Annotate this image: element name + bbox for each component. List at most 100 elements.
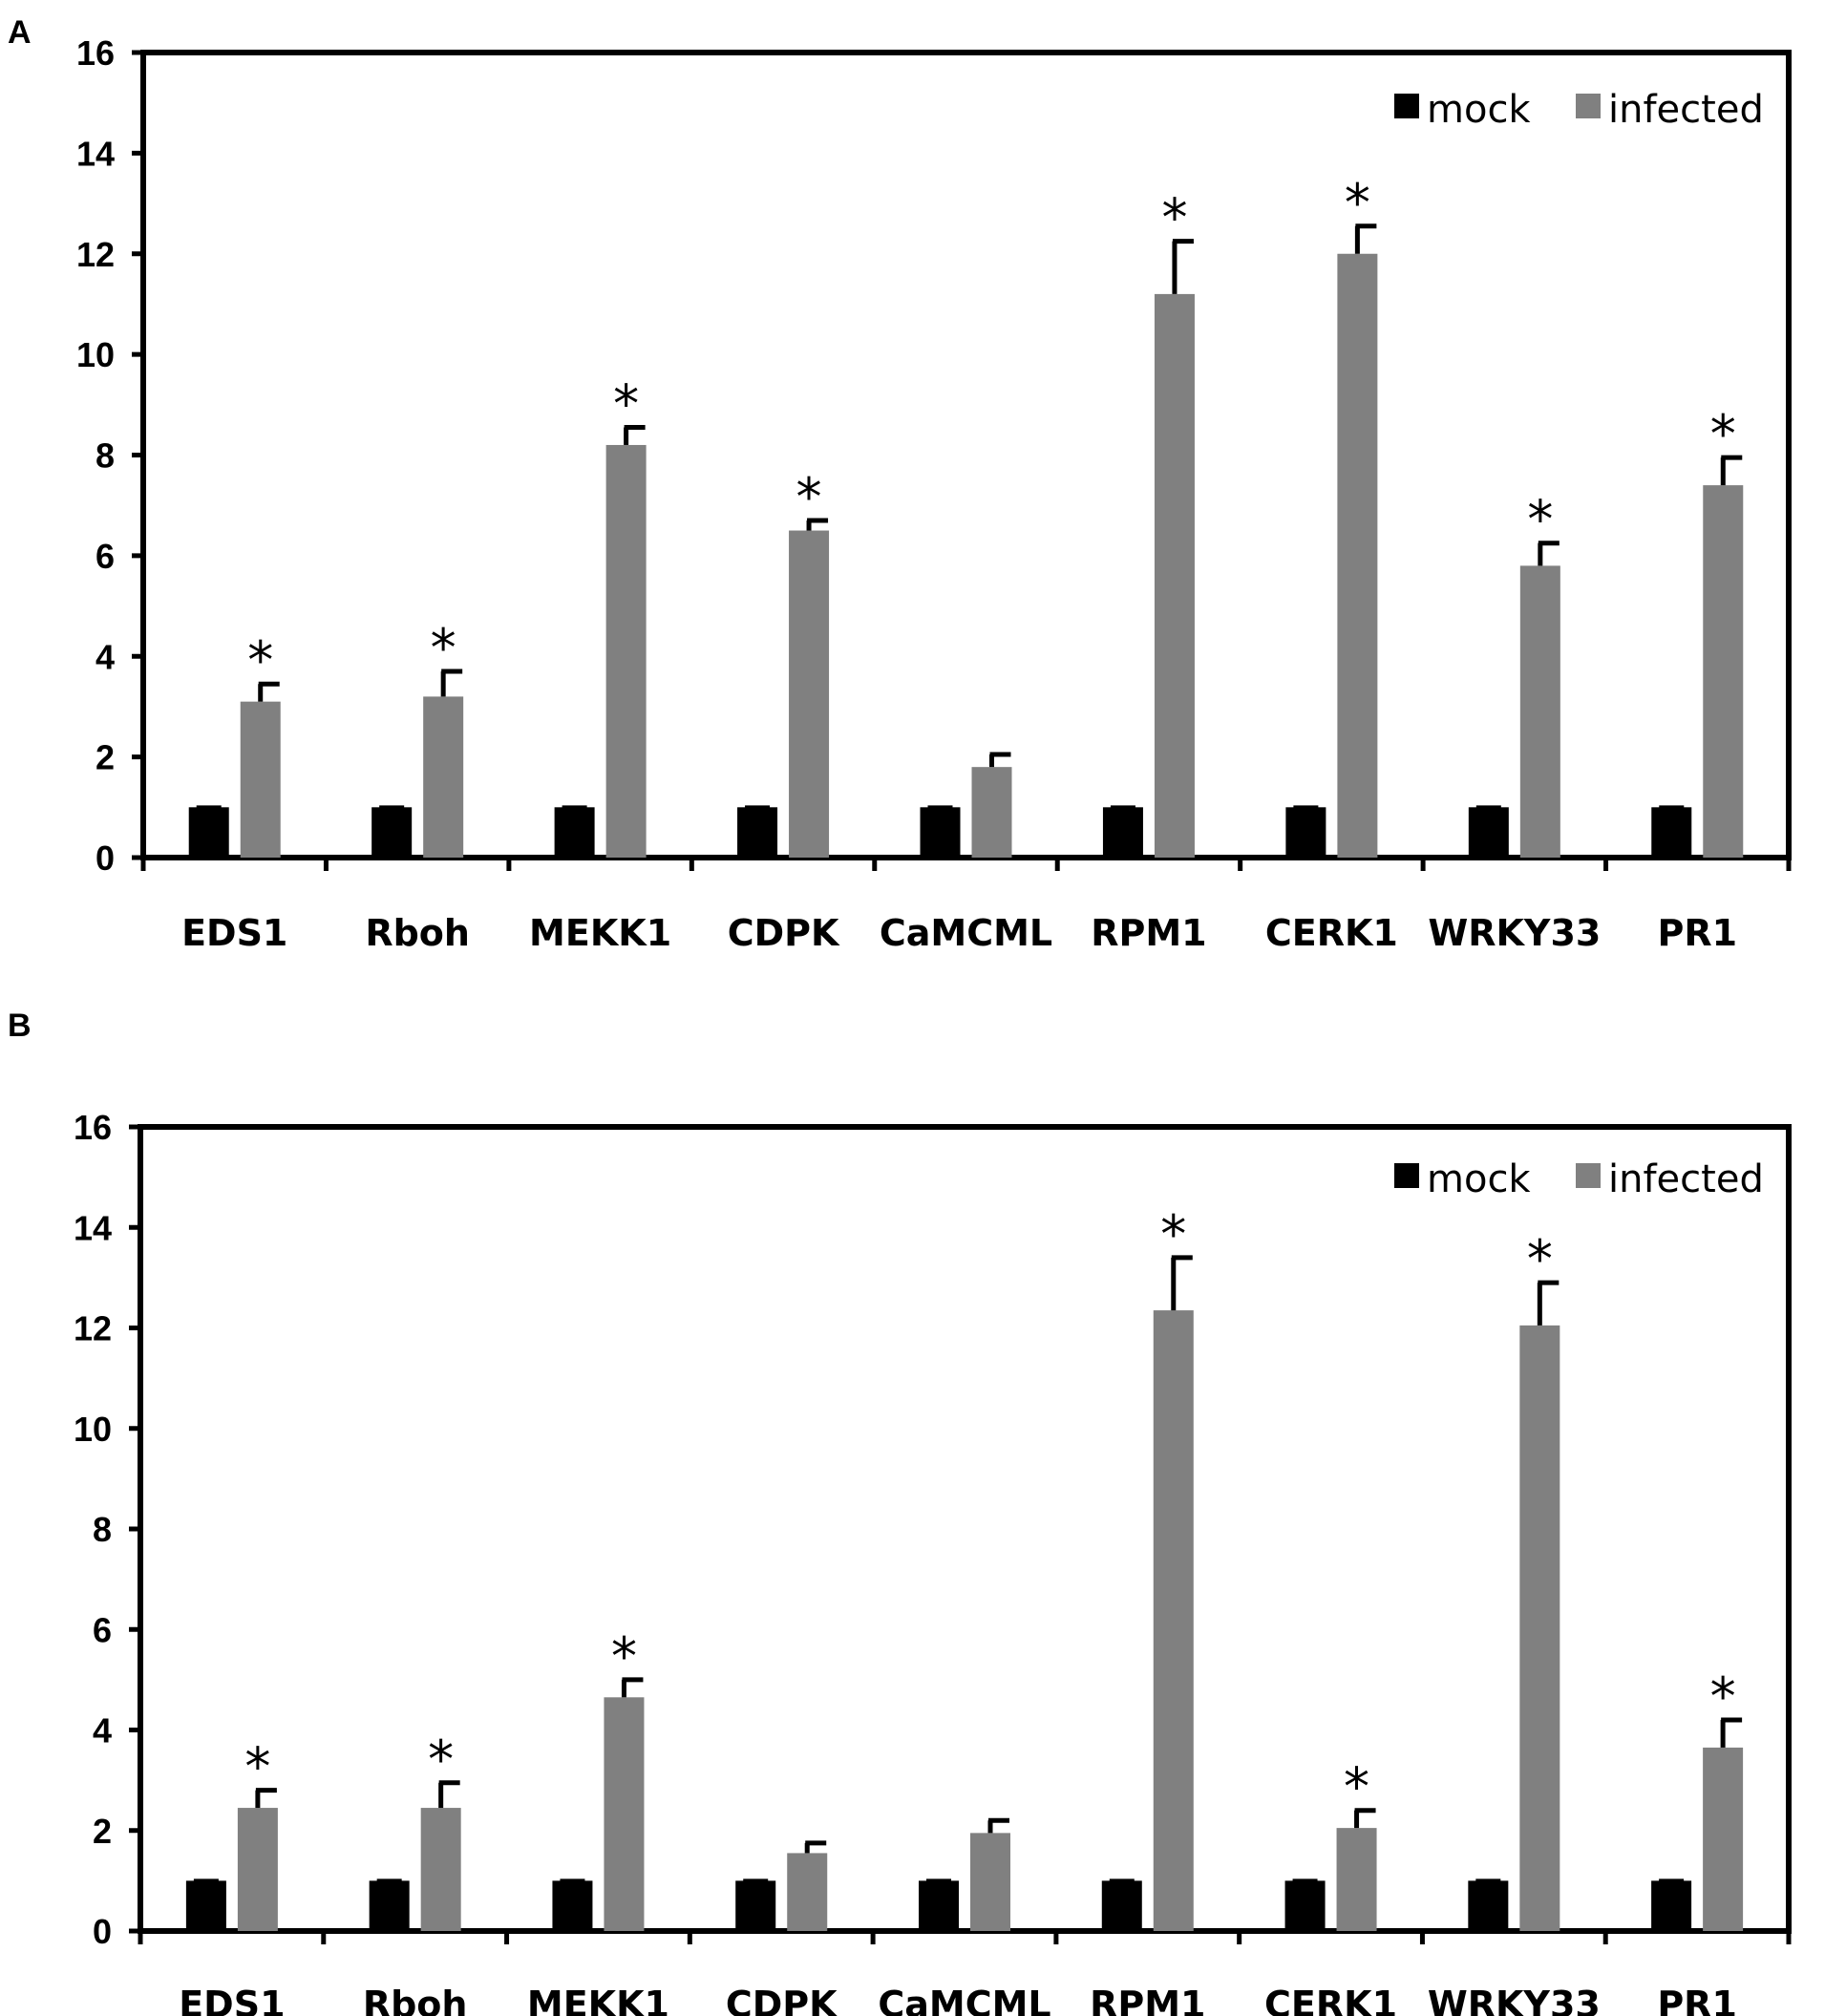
category-label-wrky33: WRKY33 [1428,912,1601,954]
bar-mock-cerk1 [1285,807,1326,858]
significance-asterisk: * [1527,1229,1553,1289]
legend-swatch-infected [1576,1163,1601,1188]
category-label-wrky33: WRKY33 [1428,1984,1601,2016]
y-tick-label: 14 [74,1208,112,1247]
significance-asterisk: * [1161,188,1187,248]
y-tick-label: 8 [93,1510,112,1549]
y-tick-label: 16 [76,33,115,73]
bar-infected-mekk1 [604,1697,645,1931]
bar-infected-mekk1 [605,444,647,858]
y-tick-label: 8 [95,436,115,476]
chart-panel-a: A 0 2 4 6 8 10 12 14 16 * EDS1 * Rboh * MEKK1 * CDPK CaMCM… [8,14,1792,954]
bar-infected-wrky33 [1519,565,1560,858]
y-tick-label: 2 [95,738,115,777]
category-label-cdpk: CDPK [728,912,840,954]
y-tick-label: 2 [93,1812,112,1851]
bar-infected-eds1 [237,1808,278,1931]
category-label-eds1: EDS1 [181,912,287,954]
category-label-rboh: Rboh [365,912,470,954]
bar-mock-rpm1 [1102,807,1143,858]
y-tick-label: 12 [74,1309,112,1348]
bar-infected-rboh [420,1808,461,1931]
bar-mock-eds1 [188,807,229,858]
panel-label: B [8,1008,32,1044]
bar-mock-wrky33 [1468,807,1509,858]
significance-asterisk: * [1710,404,1736,464]
category-label-mekk1: MEKK1 [529,912,671,954]
category-label-cerk1: CERK1 [1265,912,1398,954]
legend-swatch-mock [1394,1163,1419,1188]
y-tick-label: 4 [93,1711,112,1751]
legend-label-mock: mock [1427,88,1531,132]
bar-infected-cdpk [787,1853,828,1931]
bar-mock-cdpk [735,1880,776,1931]
y-tick-label: 0 [93,1912,112,1951]
category-label-rboh: Rboh [363,1984,468,2016]
y-tick-label: 6 [93,1610,112,1649]
category-label-rpm1: RPM1 [1090,1984,1205,2016]
category-label-mekk1: MEKK1 [527,1984,669,2016]
significance-asterisk: * [428,1730,454,1790]
bar-mock-mekk1 [554,807,595,858]
category-label-pr1: PR1 [1657,912,1737,954]
bar-mock-cerk1 [1284,1880,1326,1931]
significance-asterisk: * [1345,173,1370,233]
bar-mock-rpm1 [1101,1880,1142,1931]
legend-label-mock: mock [1427,1157,1531,1201]
bar-infected-rpm1 [1154,293,1195,858]
y-tick-label: 4 [95,637,115,676]
legend-swatch-mock [1394,94,1419,118]
bar-mock-pr1 [1651,807,1692,858]
bar-infected-camcml [971,767,1012,858]
y-tick-label: 14 [76,134,115,173]
category-label-cdpk: CDPK [726,1984,838,2016]
bar-infected-cerk1 [1336,1828,1377,1931]
y-tick-label: 12 [76,235,115,274]
legend-label-infected: infected [1608,88,1764,132]
bar-infected-wrky33 [1519,1325,1560,1931]
significance-asterisk: * [1710,1666,1736,1727]
bar-mock-rboh [371,807,413,858]
significance-asterisk: * [611,1626,637,1687]
bar-infected-camcml [970,1833,1010,1931]
chart-panel-b: B 0 2 4 6 8 10 12 14 16 * EDS1 * Rboh * MEKK1 CDPK CaMCML… [8,1008,1792,2016]
bar-mock-wrky33 [1468,1880,1509,1931]
y-tick-label: 6 [95,537,115,576]
y-tick-label: 10 [74,1410,112,1449]
significance-asterisk: * [244,1737,270,1797]
bar-mock-camcml [920,807,961,858]
y-tick-label: 0 [95,838,115,878]
category-label-pr1: PR1 [1657,1984,1737,2016]
bar-infected-cdpk [789,530,830,858]
y-tick-label: 10 [76,335,115,374]
category-label-camcml: CaMCML [878,1984,1050,2016]
bar-mock-rboh [369,1880,410,1931]
bar-mock-cdpk [737,807,778,858]
category-label-eds1: EDS1 [179,1984,285,2016]
y-tick-label: 16 [74,1108,112,1147]
significance-asterisk: * [1344,1757,1369,1817]
significance-asterisk: * [1160,1204,1186,1264]
bar-mock-camcml [919,1880,959,1931]
category-label-cerk1: CERK1 [1264,1984,1397,2016]
category-label-camcml: CaMCML [880,912,1052,954]
legend-label-infected: infected [1608,1157,1764,1201]
bar-infected-pr1 [1703,485,1744,858]
bar-mock-eds1 [185,1880,226,1931]
bar-mock-pr1 [1651,1880,1692,1931]
significance-asterisk: * [613,374,639,435]
significance-asterisk: * [796,467,822,527]
bar-mock-mekk1 [552,1880,593,1931]
legend-swatch-infected [1576,94,1601,118]
bar-infected-rpm1 [1153,1310,1194,1931]
bar-infected-pr1 [1703,1747,1744,1931]
significance-asterisk: * [1527,490,1553,550]
bar-infected-rboh [423,696,464,858]
panel-label: A [8,14,32,51]
bar-infected-cerk1 [1337,253,1378,858]
bar-infected-eds1 [240,701,281,858]
significance-asterisk: * [431,618,456,678]
category-label-rpm1: RPM1 [1091,912,1206,954]
significance-asterisk: * [247,630,273,690]
